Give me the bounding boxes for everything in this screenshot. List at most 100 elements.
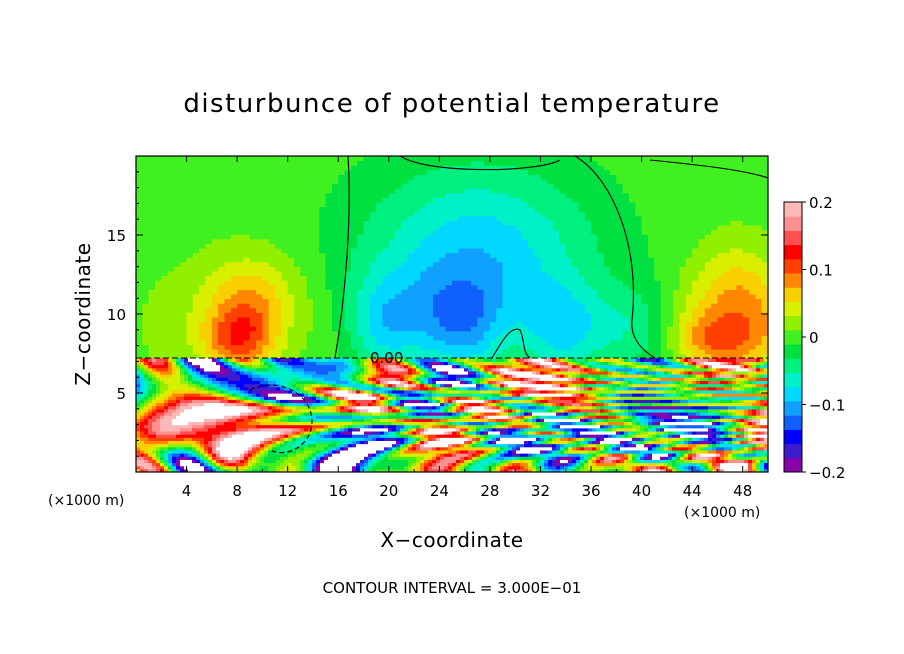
field-cell [237, 303, 245, 309]
field-cell [717, 197, 725, 203]
field-cell [407, 215, 415, 221]
field-cell [445, 284, 453, 290]
field-cell [647, 169, 655, 175]
field-cell [180, 415, 185, 419]
field-cell [230, 316, 238, 323]
field-cell [161, 284, 169, 290]
field-cell [723, 197, 731, 203]
field-cell [439, 211, 447, 217]
field-cell [319, 252, 327, 258]
field-cell [433, 188, 440, 194]
field-cell [597, 156, 605, 162]
field-cell [647, 234, 655, 240]
field-cell [287, 316, 295, 323]
field-cell [357, 312, 365, 318]
field-cell [256, 201, 263, 208]
field-cell [192, 243, 200, 249]
field-cell [717, 303, 725, 309]
field-cell [603, 312, 611, 318]
field-cell [679, 238, 687, 244]
field-cell [256, 330, 263, 336]
field-cell [369, 257, 377, 263]
field-cell [616, 280, 624, 286]
field-cell [420, 275, 428, 281]
field-cell [205, 247, 213, 254]
field-cell [679, 344, 687, 350]
field-cell [521, 335, 529, 341]
field-cell [660, 298, 668, 304]
field-cell [426, 215, 434, 221]
field-cell [559, 174, 567, 180]
field-cell [502, 289, 510, 295]
field-cell [363, 192, 371, 198]
field-cell [196, 402, 201, 407]
field-cell [414, 247, 421, 254]
field-cell [654, 234, 662, 240]
field-cell [546, 261, 554, 267]
field-cell [445, 156, 453, 162]
field-cell [730, 206, 737, 212]
field-cell [357, 284, 365, 290]
field-cell [156, 408, 161, 413]
field-cell [344, 257, 352, 263]
field-cell [749, 243, 756, 249]
field-cell [660, 252, 668, 258]
field-cell [723, 261, 731, 267]
field-cell [176, 459, 181, 464]
field-cell [319, 178, 327, 185]
field-cell [755, 321, 763, 327]
field-cell [281, 284, 289, 290]
field-cell [660, 206, 668, 212]
field-cell [306, 270, 314, 277]
field-cell [363, 169, 371, 175]
field-cell [136, 174, 143, 180]
field-cell [376, 261, 384, 267]
field-cell [407, 284, 415, 290]
field-cell [262, 261, 270, 267]
field-cell [167, 220, 175, 226]
field-cell [496, 156, 504, 162]
field-cell [262, 326, 270, 332]
field-cell [717, 280, 725, 286]
field-cell [363, 211, 371, 217]
field-cell [654, 201, 662, 208]
field-cell [616, 247, 624, 254]
field-cell [188, 456, 193, 460]
field-cell [692, 349, 700, 355]
field-cell [256, 275, 263, 281]
field-cell [483, 275, 491, 281]
field-cell [553, 330, 561, 336]
field-cell [180, 303, 188, 309]
field-cell [527, 243, 535, 249]
field-cell [369, 215, 377, 221]
field-cell [382, 266, 390, 272]
field-cell [761, 303, 768, 309]
field-cell [382, 247, 390, 254]
field-cell [679, 201, 687, 208]
field-cell [230, 178, 238, 185]
field-cell [527, 169, 535, 175]
field-cell [180, 427, 185, 432]
field-cell [395, 201, 403, 208]
field-cell [376, 335, 384, 341]
field-cell [433, 183, 440, 189]
field-cell [300, 330, 308, 336]
field-cell [338, 183, 346, 189]
field-cell [622, 353, 630, 359]
field-cell [692, 303, 700, 309]
field-cell [679, 197, 687, 203]
field-cell [160, 370, 165, 375]
field-cell [196, 453, 201, 457]
field-cell [698, 165, 706, 171]
field-cell [230, 229, 238, 235]
field-cell [369, 298, 377, 304]
field-cell [167, 335, 175, 341]
field-cell [534, 229, 542, 235]
field-cell [439, 252, 447, 258]
field-cell [281, 349, 289, 355]
field-cell [325, 234, 333, 240]
field-cell [464, 234, 472, 240]
field-cell [553, 224, 561, 231]
field-cell [395, 284, 403, 290]
field-cell [142, 307, 150, 313]
